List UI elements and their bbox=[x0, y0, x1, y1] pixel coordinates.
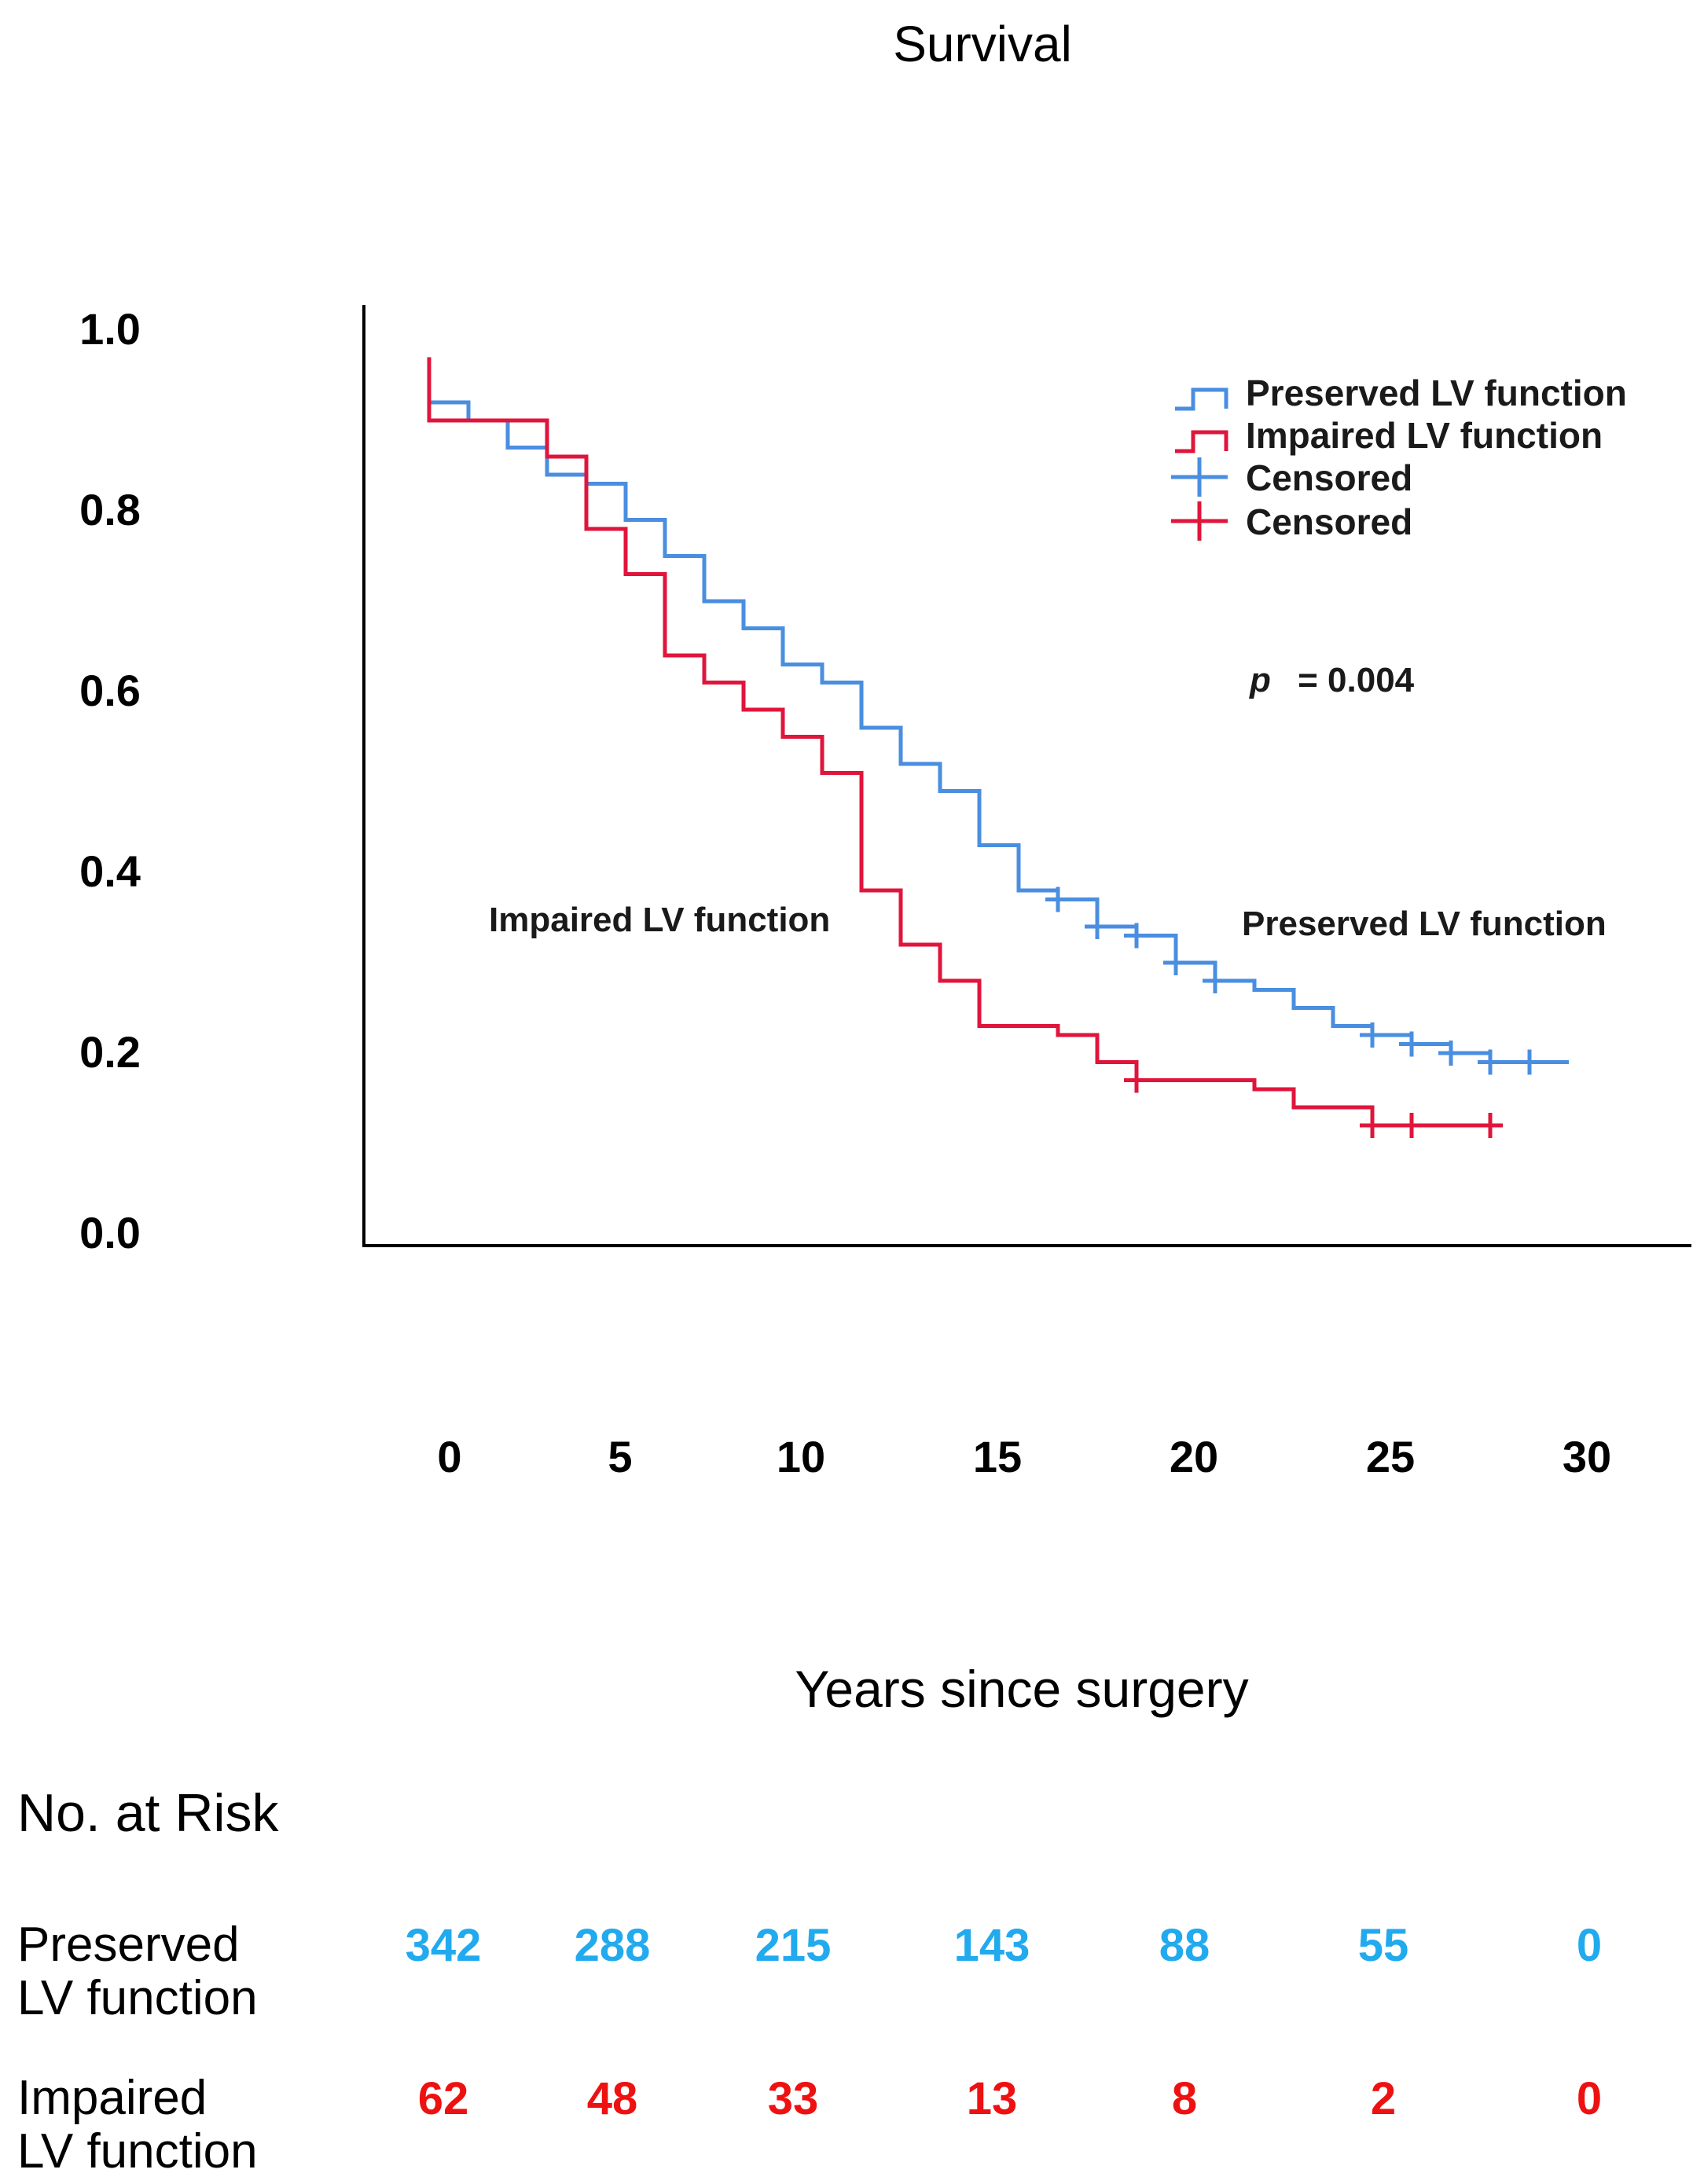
y-tick-label: 0.0 bbox=[79, 1208, 141, 1257]
risk-table-cell: 88 bbox=[1159, 1920, 1210, 1971]
risk-table-cell: 48 bbox=[587, 2073, 638, 2124]
legend-label-censored-impaired: Censored bbox=[1246, 501, 1412, 542]
risk-table-cell: 0 bbox=[1577, 1920, 1602, 1971]
risk-table-title: No. at Risk bbox=[17, 1783, 280, 1843]
series-line-preserved bbox=[429, 400, 1569, 1064]
censor-mark bbox=[1124, 923, 1149, 949]
risk-table-cell: 55 bbox=[1358, 1920, 1409, 1971]
risk-table-cell: 342 bbox=[406, 1920, 482, 1971]
censor-mark bbox=[1399, 1113, 1424, 1138]
censor-mark bbox=[1517, 1049, 1542, 1075]
censor-mark bbox=[1360, 1113, 1385, 1138]
x-tick-label: 15 bbox=[973, 1432, 1022, 1481]
annotation-preserved: Preserved LV function bbox=[1242, 905, 1607, 943]
x-axis-label: Years since surgery bbox=[795, 1660, 1248, 1718]
risk-row-label-preserved: Preserved LV function bbox=[17, 1918, 258, 2025]
y-tick-label: 0.8 bbox=[79, 485, 141, 534]
y-tick-label: 0.2 bbox=[79, 1027, 141, 1077]
censor-mark bbox=[1085, 914, 1110, 939]
x-tick-labels: 0 5 10 15 20 25 30 bbox=[437, 1432, 1611, 1481]
censor-mark bbox=[1203, 968, 1228, 993]
risk-row-label-impaired: Impaired LV function bbox=[17, 2071, 258, 2178]
risk-table-cell: 2 bbox=[1371, 2073, 1396, 2124]
legend-label-impaired: Impaired LV function bbox=[1246, 415, 1603, 456]
censor-mark bbox=[1399, 1031, 1424, 1057]
risk-row-label-line: LV function bbox=[17, 1971, 258, 2025]
censor-mark bbox=[1438, 1041, 1463, 1066]
risk-table-cell: 215 bbox=[755, 1920, 832, 1971]
legend-censored-marker-preserved bbox=[1171, 457, 1228, 497]
legend-label-preserved: Preserved LV function bbox=[1246, 373, 1627, 413]
risk-table-cell: 8 bbox=[1172, 2073, 1197, 2124]
legend: Preserved LV function Impaired LV functi… bbox=[1171, 373, 1627, 542]
legend-label-censored-preserved: Censored bbox=[1246, 457, 1412, 498]
censor-mark bbox=[1478, 1049, 1503, 1075]
censor-mark bbox=[1045, 886, 1071, 912]
series-line-impaired bbox=[427, 357, 1490, 1128]
x-tick-label: 20 bbox=[1170, 1432, 1218, 1481]
risk-table-cell: 13 bbox=[967, 2073, 1018, 2124]
x-tick-label: 10 bbox=[777, 1432, 825, 1481]
legend-swatch-preserved bbox=[1175, 387, 1228, 411]
x-tick-label: 0 bbox=[437, 1432, 461, 1481]
risk-table-cell: 288 bbox=[575, 1920, 651, 1971]
y-tick-label: 0.6 bbox=[79, 666, 141, 715]
y-tick-label: 0.4 bbox=[79, 846, 141, 896]
p-value-label: p bbox=[1249, 661, 1271, 699]
annotation-impaired: Impaired LV function bbox=[489, 901, 830, 939]
risk-table-cell: 62 bbox=[418, 2073, 469, 2124]
risk-row-label-line: LV function bbox=[17, 2124, 258, 2178]
risk-table-values: 342 288 215 143 88 55 0 62 48 33 13 8 2 0 bbox=[406, 1920, 1603, 2124]
x-tick-label: 5 bbox=[608, 1432, 632, 1481]
y-tick-labels: 1.0 0.8 0.6 0.4 0.2 0.0 bbox=[79, 304, 141, 1257]
x-tick-label: 25 bbox=[1366, 1432, 1415, 1481]
x-tick-label: 30 bbox=[1563, 1432, 1611, 1481]
legend-censored-marker-impaired bbox=[1171, 501, 1228, 541]
censor-marks bbox=[1045, 886, 1542, 1138]
risk-table-cell: 33 bbox=[768, 2073, 819, 2124]
censor-mark bbox=[1360, 1022, 1385, 1048]
legend-swatch-impaired bbox=[1175, 430, 1228, 453]
risk-table-cell: 0 bbox=[1577, 2073, 1602, 2124]
risk-table-cell: 143 bbox=[954, 1920, 1030, 1971]
censor-mark bbox=[1163, 950, 1188, 975]
censor-mark bbox=[1124, 1067, 1149, 1093]
y-tick-label: 1.0 bbox=[79, 304, 141, 354]
censor-mark bbox=[1478, 1113, 1503, 1138]
risk-row-label-line: Preserved bbox=[17, 1918, 240, 1972]
p-value-number: = 0.004 bbox=[1298, 661, 1415, 699]
p-value: p = 0.004 bbox=[1249, 661, 1415, 699]
chart-title: Survival bbox=[893, 16, 1072, 72]
risk-row-label-line: Impaired bbox=[17, 2071, 207, 2125]
